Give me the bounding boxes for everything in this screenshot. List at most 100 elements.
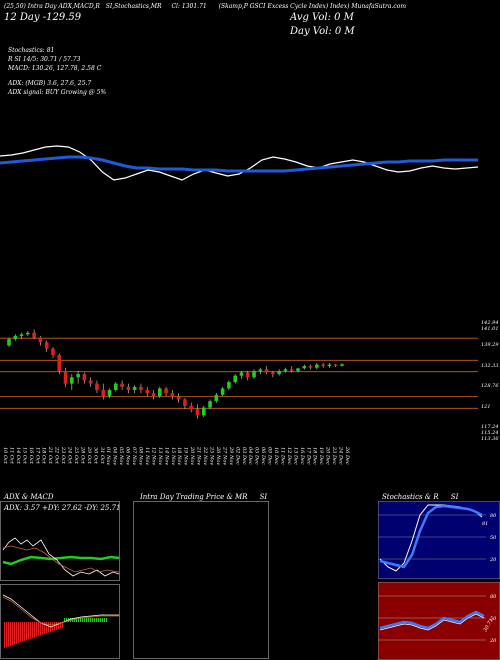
candle bbox=[252, 369, 256, 379]
y-tick-label: 113.36 bbox=[481, 436, 499, 442]
x-tick-label: 01 Nov bbox=[105, 447, 111, 465]
x-tick-label: 27 Nov bbox=[221, 446, 227, 465]
macd-histogram-bar bbox=[14, 622, 16, 645]
macd-histogram-bar bbox=[74, 618, 76, 622]
candle bbox=[308, 364, 313, 370]
macd-histogram-bar bbox=[6, 622, 8, 648]
candle-body bbox=[107, 390, 112, 397]
macd-histogram-bar bbox=[16, 622, 18, 644]
candle bbox=[139, 383, 143, 394]
candle-body bbox=[126, 386, 131, 390]
x-tick-label: 20 Nov bbox=[189, 446, 195, 465]
stoch-d-line bbox=[379, 504, 483, 569]
x-tick-label: 25 Oct bbox=[73, 446, 79, 465]
candle bbox=[264, 366, 269, 375]
candle bbox=[239, 370, 244, 379]
y-tick-label: 141.01 bbox=[481, 326, 499, 332]
candle-body bbox=[32, 332, 36, 338]
candle bbox=[195, 404, 200, 419]
mrsi-tick-20: 20 bbox=[489, 638, 497, 644]
candle-body bbox=[283, 369, 288, 371]
adx-minus-di-line bbox=[2, 545, 120, 573]
moving-average-line bbox=[0, 155, 478, 173]
candle-body bbox=[302, 366, 307, 369]
candle-body bbox=[189, 405, 194, 410]
macd-histogram-bar bbox=[80, 618, 82, 622]
candle-body bbox=[252, 370, 256, 378]
adx-signal-readout: ADX signal: BUY Growing @ 5% bbox=[8, 89, 107, 96]
candle-body bbox=[76, 374, 80, 378]
candle bbox=[7, 337, 11, 348]
x-tick-label: 06 Dec bbox=[260, 447, 266, 465]
candle bbox=[271, 370, 275, 378]
mrsi-blue-line bbox=[379, 610, 485, 630]
macd-histogram-bar bbox=[40, 622, 42, 636]
header-title-1: (25,50) Intra Day ADX,MACD,R bbox=[4, 3, 100, 10]
x-tick-label: 26 Nov bbox=[215, 446, 221, 465]
x-tick-label: 29 Nov bbox=[228, 446, 234, 465]
candle-body bbox=[277, 370, 281, 375]
adx-panel-title: ADX & MACD bbox=[4, 493, 54, 501]
candle-body bbox=[51, 348, 55, 355]
stochastics-readout: Stochastics: 81 bbox=[8, 47, 55, 54]
x-tick-label: 14 Oct bbox=[15, 447, 21, 465]
adx-lines bbox=[2, 537, 120, 577]
macd-readout: MACD: 130.26, 127.78, 2.58 C bbox=[8, 65, 102, 72]
macd-histogram-bar bbox=[76, 618, 78, 622]
mrsi-chart: 80 50 20 30.71 bbox=[378, 582, 500, 660]
candle-body bbox=[157, 388, 162, 397]
x-tick-label: 05 Nov bbox=[118, 447, 124, 465]
candle-body bbox=[214, 394, 219, 402]
candle-body bbox=[340, 364, 344, 366]
candle bbox=[63, 367, 68, 387]
macd-histogram-bar bbox=[78, 618, 80, 622]
candle-body bbox=[208, 401, 212, 408]
adx-panel-readout: ADX: 3.57 +DY: 27.62 -DY: 25.71 bbox=[4, 504, 121, 512]
x-tick-label: 17 Oct bbox=[34, 447, 40, 465]
x-tick-label: 05 Dec bbox=[254, 447, 260, 465]
x-tick-label: 25 Nov bbox=[208, 446, 214, 465]
candle-body bbox=[57, 355, 62, 371]
macd-histogram-bar bbox=[30, 622, 32, 639]
candle-body bbox=[70, 377, 74, 384]
candle bbox=[208, 399, 212, 410]
x-tick-label: 18 Nov bbox=[176, 447, 182, 465]
header-source: (Skamp,P GSCI Excess Cycle Index) Index)… bbox=[218, 3, 407, 10]
candle-body bbox=[233, 375, 237, 383]
candle bbox=[315, 362, 319, 370]
candle bbox=[88, 377, 93, 387]
x-tick-label: 13 Nov bbox=[157, 447, 163, 465]
candle-body bbox=[139, 386, 143, 390]
candle-body bbox=[220, 388, 225, 395]
candle-body bbox=[145, 390, 150, 394]
candle-body bbox=[63, 370, 68, 384]
x-tick-label: 06 Nov bbox=[125, 447, 131, 465]
stoch-tick-80: 80 bbox=[490, 513, 497, 519]
candle bbox=[302, 364, 307, 370]
macd-histogram-bar bbox=[4, 622, 6, 648]
candle bbox=[157, 386, 162, 398]
stochastics-panel: 80 50 20 81 bbox=[378, 501, 500, 579]
mrsi-panel: 80 50 20 30.71 bbox=[378, 582, 500, 660]
candle bbox=[95, 380, 99, 394]
candle bbox=[82, 372, 87, 384]
x-tick-label: 24 Dec bbox=[338, 446, 344, 465]
stoch-tick-50: 50 bbox=[490, 535, 497, 541]
candle bbox=[176, 393, 181, 403]
y-tick-label: 115.24 bbox=[481, 430, 499, 436]
macd-histogram-bar bbox=[26, 622, 28, 641]
y-tick-label: 128.76 bbox=[481, 383, 499, 389]
avg-vol-text: Avg Vol: 0 M bbox=[290, 12, 354, 23]
x-tick-label: 23 Dec bbox=[331, 446, 337, 465]
header-close: Cl: 1301.71 bbox=[171, 3, 207, 10]
candle bbox=[245, 370, 250, 381]
candle-body bbox=[170, 393, 175, 397]
candle bbox=[13, 334, 18, 341]
candle-body bbox=[151, 393, 156, 397]
x-tick-label: 15 Nov bbox=[170, 447, 176, 465]
candle bbox=[44, 340, 49, 352]
candle-body bbox=[132, 386, 137, 390]
candle-body bbox=[101, 390, 106, 397]
x-tick-label: 23 Oct bbox=[60, 446, 66, 465]
x-tick-label: 11 Dec bbox=[279, 447, 285, 465]
